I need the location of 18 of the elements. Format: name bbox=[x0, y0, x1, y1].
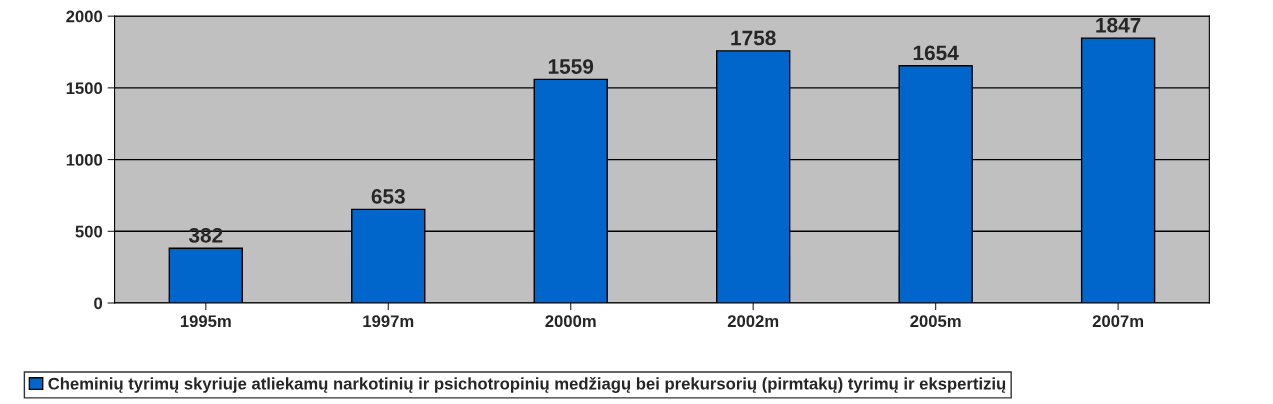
data-label: 1654 bbox=[913, 45, 959, 61]
y-tick-label: 2000 bbox=[66, 10, 103, 23]
y-tick-label: 500 bbox=[75, 225, 103, 238]
x-tick-label: 1997m bbox=[363, 315, 414, 328]
legend-label: Cheminių tyrimų skyriuje atliekamų narkotinių ir psichotropinių medžiagų bei prekursorių (pirmtakų) tyrimų ir ekspertizių bbox=[48, 376, 1006, 393]
data-label: 1758 bbox=[731, 30, 776, 46]
y-tick-label: 1000 bbox=[66, 153, 103, 166]
data-label: 1847 bbox=[1096, 17, 1141, 33]
data-label: 382 bbox=[188, 227, 223, 243]
x-tick-label: 1995m bbox=[180, 315, 231, 328]
y-tick-label: 0 bbox=[94, 297, 103, 310]
y-tick-label: 1500 bbox=[66, 82, 103, 95]
data-label: 653 bbox=[371, 189, 405, 204]
x-tick-label: 2007m bbox=[1092, 315, 1144, 328]
x-tick-label: 2005m bbox=[910, 315, 961, 328]
x-tick-label: 2000m bbox=[545, 315, 596, 328]
x-tick-label: 2002m bbox=[727, 315, 779, 328]
data-label: 1559 bbox=[548, 59, 594, 74]
